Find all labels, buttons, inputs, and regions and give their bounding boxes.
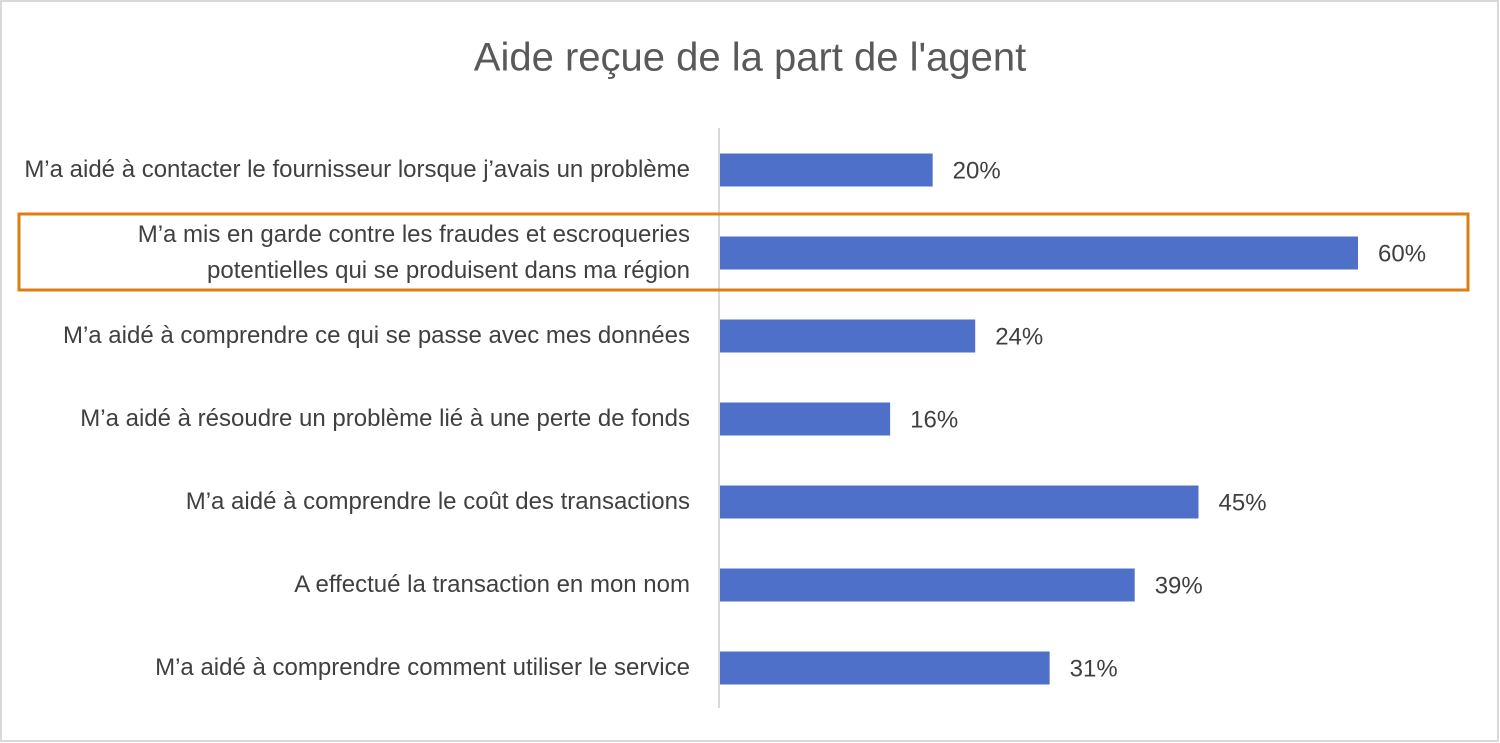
value-label: 20%	[953, 157, 1001, 184]
value-label: 60%	[1378, 240, 1426, 267]
category-label: A effectué la transaction en mon nom	[294, 571, 690, 598]
bar	[720, 402, 891, 436]
chart-title: Aide reçue de la part de l'agent	[474, 36, 1026, 80]
bar	[720, 651, 1050, 685]
bar	[720, 319, 976, 353]
value-label: 45%	[1219, 489, 1267, 516]
category-label: M’a aidé à contacter le fournisseur lors…	[24, 156, 690, 183]
value-label: 39%	[1155, 572, 1203, 599]
bar	[720, 236, 1358, 270]
bar	[720, 153, 933, 187]
category-label: M’a aidé à résoudre un problème lié à un…	[80, 405, 690, 432]
bar	[720, 568, 1135, 602]
value-label: 16%	[910, 406, 958, 433]
value-label: 31%	[1070, 655, 1118, 682]
highlight-box	[17, 212, 1470, 292]
category-label: M’a aidé à comprendre comment utiliser l…	[155, 654, 690, 681]
category-label: M’a mis en garde contre les fraudes et e…	[137, 221, 690, 284]
value-label: 24%	[995, 323, 1043, 350]
category-label: M’a aidé à comprendre ce qui se passe av…	[62, 322, 690, 349]
category-label: M’a aidé à comprendre le coût des transa…	[185, 488, 690, 515]
bar	[720, 485, 1199, 519]
